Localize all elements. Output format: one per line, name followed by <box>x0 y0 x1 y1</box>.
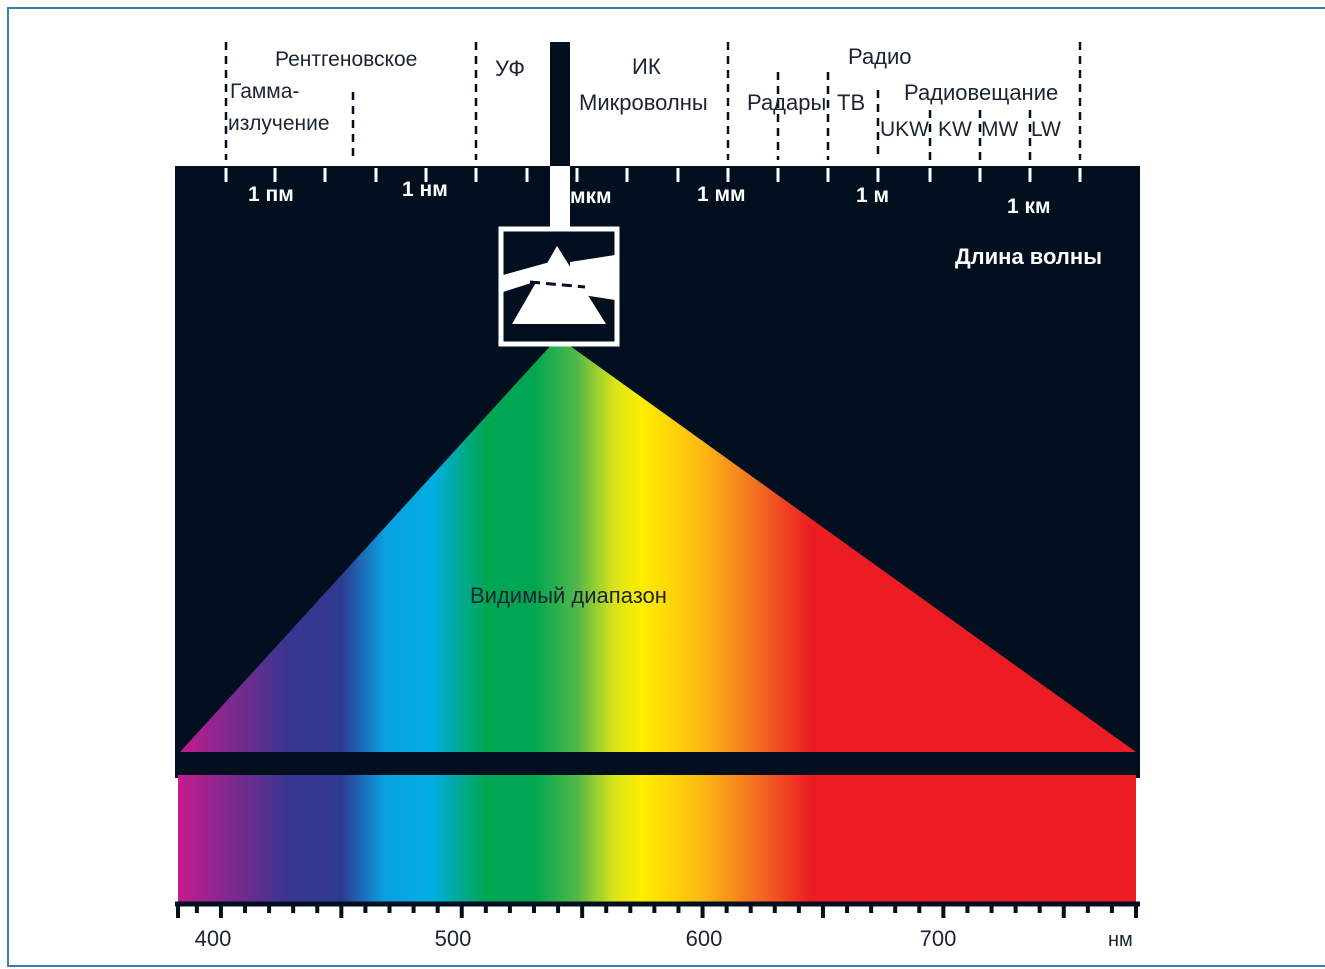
nm-axis-tick <box>820 904 825 918</box>
scale-label-pm: 1 пм <box>248 183 294 206</box>
nm-axis-tick <box>724 904 729 913</box>
nm-axis-tick <box>965 904 970 913</box>
nm-axis-tick <box>845 904 850 913</box>
scale-label-um: мкм <box>570 185 612 208</box>
wavelength-caption: Длина волны <box>955 244 1102 269</box>
wavelength-scale-tick <box>374 168 378 182</box>
nm-axis-tick <box>483 904 488 913</box>
nm-axis-tick <box>748 904 753 913</box>
wavelength-scale-tick <box>776 168 780 182</box>
nm-axis-tick <box>435 904 440 913</box>
wavelength-scale-tick <box>928 168 932 182</box>
spectrum-bar <box>178 775 1136 903</box>
band-label-tv: ТВ <box>837 90 865 115</box>
nm-axis-tick <box>893 904 898 913</box>
prism-icon <box>498 226 620 347</box>
nm-axis-tick <box>628 904 633 913</box>
visible-range-label: Видимый диапазон <box>470 583 667 608</box>
region-separators <box>224 42 1082 160</box>
wavelength-scale-tick <box>876 168 880 182</box>
nm-axis-tick <box>387 904 392 913</box>
wavelength-scale-tick <box>575 168 579 182</box>
band-label-xray: Рентгеновское <box>275 48 417 71</box>
nm-axis-tick <box>676 904 681 913</box>
nm-axis-tick <box>772 904 777 913</box>
nm-axis-tick <box>1109 904 1114 913</box>
band-label-microwave: Микроволны <box>579 90 708 115</box>
band-label-gamma-2: излучение <box>228 112 330 135</box>
nm-axis-tick <box>411 904 416 913</box>
nm-tick-label-400: 400 <box>195 926 232 951</box>
wavelength-scale-tick <box>224 168 228 182</box>
wavelength-scale-tick <box>474 168 478 182</box>
light-beam-lower <box>550 166 570 230</box>
nm-axis-tick <box>941 904 946 918</box>
wavelength-scale-tick <box>525 168 529 182</box>
nm-axis-tick <box>556 904 561 913</box>
nm-axis-tick <box>531 904 536 913</box>
scale-label-nm: 1 нм <box>402 178 448 201</box>
nm-axis-tick <box>989 904 994 913</box>
figure-frame <box>7 7 1325 967</box>
visible-light-fan <box>180 343 1136 752</box>
nm-axis-tick <box>243 904 248 913</box>
nm-axis-tick <box>194 904 199 913</box>
wavelength-scale-tick <box>978 168 982 182</box>
nm-axis-tick <box>700 904 705 918</box>
nm-axis-tick <box>1061 904 1066 918</box>
nm-axis-tick <box>796 904 801 913</box>
nm-axis-tick <box>869 904 874 913</box>
nm-axis-tick <box>1037 904 1042 913</box>
nm-axis-tick <box>459 904 464 918</box>
scale-label-km: 1 км <box>1007 195 1051 218</box>
nm-axis-tick <box>652 904 657 913</box>
nm-axis-tick <box>339 904 344 918</box>
nm-tick-label-500: 500 <box>435 926 472 951</box>
band-label-ir: ИК <box>632 54 661 79</box>
nm-axis-tick <box>218 904 223 918</box>
wavelength-scale-tick <box>424 168 428 182</box>
band-label-ukw: UKW <box>880 118 929 141</box>
nm-axis-tick <box>1013 904 1018 913</box>
band-label-uv: УФ <box>495 56 525 81</box>
band-label-broadcast: Радиовещание <box>904 80 1058 105</box>
nm-axis-ticks <box>176 904 1138 918</box>
wavelength-scale-tick <box>1078 168 1082 182</box>
nm-axis-tick <box>917 904 922 913</box>
nm-axis-tick <box>315 904 320 913</box>
wavelength-scale-ticks <box>224 168 1082 182</box>
band-label-lw: LW <box>1031 118 1061 141</box>
band-label-radar: Радары <box>747 90 826 115</box>
band-label-kw: KW <box>938 118 972 141</box>
band-label-mw: MW <box>981 118 1018 141</box>
band-label-gamma-1: Гамма- <box>230 80 299 103</box>
nm-axis-tick <box>291 904 296 913</box>
wavelength-scale-tick <box>726 168 730 182</box>
nm-axis-tick <box>604 904 609 913</box>
nm-axis-tick <box>267 904 272 913</box>
nm-axis-tick <box>580 904 585 918</box>
nm-axis-tick <box>363 904 368 913</box>
nm-tick-label-700: 700 <box>920 926 957 951</box>
wavelength-scale-tick <box>1028 168 1032 182</box>
nm-tick-label-600: 600 <box>686 926 723 951</box>
wavelength-scale-tick <box>323 168 327 182</box>
light-beam-top <box>550 42 570 168</box>
band-label-radio: Радио <box>848 44 912 69</box>
wavelength-scale-tick <box>826 168 830 182</box>
nm-axis-end-tick <box>1134 904 1138 918</box>
wavelength-scale-tick <box>676 168 680 182</box>
wavelength-scale-tick <box>625 168 629 182</box>
wavelength-scale-tick <box>273 168 277 182</box>
nm-unit-label: нм <box>1108 929 1133 951</box>
scale-label-mm: 1 мм <box>697 183 746 206</box>
nm-axis-end-tick <box>176 904 180 918</box>
scale-label-m: 1 м <box>856 184 889 207</box>
nm-axis-tick <box>507 904 512 913</box>
nm-axis-tick <box>1085 904 1090 913</box>
